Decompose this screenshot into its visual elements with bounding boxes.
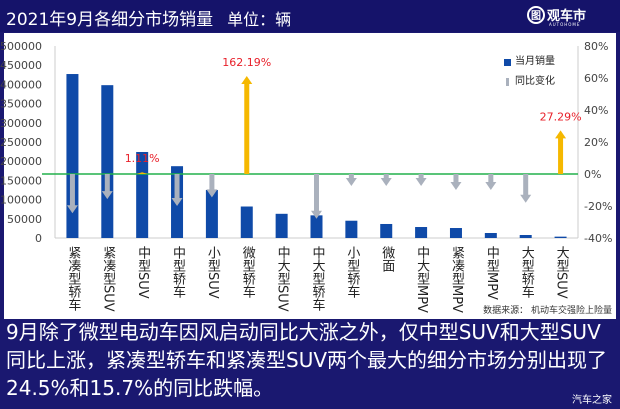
yoy-arrow-13 xyxy=(485,174,497,190)
right-tick-label: 40% xyxy=(584,104,608,117)
yoy-annotation: 162.19% xyxy=(222,56,271,69)
data-source: 数据来源： 机动车交强险上险量 xyxy=(483,306,612,316)
bar-8 xyxy=(310,215,323,238)
yoy-arrow-1 xyxy=(66,174,78,214)
watermark: 汽车之家 xyxy=(572,395,612,406)
title-bar: 2021年9月各细分市场销量 单位：辆 图观车市 AUTOHOME xyxy=(0,0,620,32)
yoy-arrow-6 xyxy=(241,76,253,174)
bar-12 xyxy=(449,228,462,238)
yoy-annotation: 1.11% xyxy=(125,152,160,165)
yoy-arrow-11 xyxy=(415,174,427,186)
bar-2 xyxy=(101,85,114,238)
bar-6 xyxy=(240,206,253,238)
bar-14 xyxy=(519,235,532,238)
right-tick-label: -40% xyxy=(584,232,612,245)
bar-1 xyxy=(66,74,79,238)
bar-15 xyxy=(554,236,567,238)
left-tick-label: 350000 xyxy=(0,98,42,111)
yoy-arrow-3 xyxy=(136,172,148,174)
x-tick-label: 小型SUV xyxy=(204,246,220,299)
x-tick-label: 微面 xyxy=(379,246,395,272)
legend-item-yoy: 同比变化 xyxy=(504,72,555,92)
caption-text: 9月除了微型电动车因风启动同比大涨之外，仅中型SUV和大型SUV同比上涨，紧凑型… xyxy=(6,320,608,400)
logo-text: 观车市 xyxy=(546,9,586,24)
legend-item-sales: 当月销量 xyxy=(504,52,555,72)
x-tick-label: 紧凑型轿车 xyxy=(65,246,81,311)
legend-label: 同比变化 xyxy=(515,76,555,87)
yoy-arrow-9 xyxy=(345,174,357,186)
x-tick-label: 紧凑型SUV xyxy=(100,246,116,312)
x-tick-label: 中大型SUV xyxy=(274,246,290,312)
left-tick-label: 250000 xyxy=(0,136,42,149)
left-tick-label: 200000 xyxy=(0,155,42,168)
x-tick-label: 中型MPV xyxy=(483,246,499,300)
title-text: 2021年9月各细分市场销量 xyxy=(6,10,214,30)
bar-11 xyxy=(415,227,428,238)
right-tick-label: -20% xyxy=(584,200,612,213)
left-tick-label: 50000 xyxy=(7,213,42,226)
x-tick-label: 小型轿车 xyxy=(344,246,360,298)
x-tick-label: 微型轿车 xyxy=(239,246,255,298)
logo: 图观车市 AUTOHOME xyxy=(526,5,586,27)
x-tick-label: 紧凑型MPV xyxy=(448,246,464,313)
right-tick-label: 60% xyxy=(584,72,608,85)
right-tick-label: 80% xyxy=(584,40,608,53)
x-tick-label: 中大型轿车 xyxy=(309,246,325,311)
left-tick-label: 150000 xyxy=(0,174,42,187)
x-tick-label: 中型SUV xyxy=(135,246,151,299)
bar-13 xyxy=(484,233,497,238)
legend: 当月销量 同比变化 xyxy=(504,52,555,92)
x-tick-label: 中大型MPV xyxy=(414,246,430,313)
right-tick-label: 0% xyxy=(584,168,601,181)
bar-7 xyxy=(275,213,288,238)
legend-swatch-bar xyxy=(504,58,511,66)
yoy-arrow-10 xyxy=(380,174,392,186)
left-tick-label: 0 xyxy=(35,232,42,245)
left-tick-label: 300000 xyxy=(0,117,42,130)
bar-9 xyxy=(345,220,358,238)
x-tick-label: 中型轿车 xyxy=(170,246,186,298)
unit-label: 单位：辆 xyxy=(227,10,292,29)
yoy-arrow-8 xyxy=(311,174,322,219)
bar-10 xyxy=(380,223,393,238)
yoy-arrow-4 xyxy=(171,174,183,206)
left-tick-label: 400000 xyxy=(0,78,42,91)
bar-5 xyxy=(205,190,218,238)
x-tick-label: 大型轿车 xyxy=(518,246,534,298)
right-tick-label: 20% xyxy=(584,136,608,149)
left-tick-label: 450000 xyxy=(0,59,42,72)
left-tick-label: 100000 xyxy=(0,194,42,207)
legend-swatch-arrow xyxy=(506,78,509,86)
yoy-arrow-2 xyxy=(101,174,113,200)
yoy-arrow-12 xyxy=(450,174,462,190)
left-tick-label: 500000 xyxy=(0,40,42,53)
logo-icon: 图 xyxy=(526,5,545,24)
yoy-arrow-15 xyxy=(555,130,567,174)
page-title: 2021年9月各细分市场销量 单位：辆 xyxy=(6,5,291,30)
logo-sub: AUTOHOME xyxy=(548,22,581,27)
x-tick-label: 大型SUV xyxy=(553,246,569,299)
yoy-arrow-5 xyxy=(206,174,218,198)
legend-label: 当月销量 xyxy=(515,56,555,67)
yoy-annotation: 27.29% xyxy=(540,110,582,123)
yoy-arrow-14 xyxy=(520,174,532,203)
